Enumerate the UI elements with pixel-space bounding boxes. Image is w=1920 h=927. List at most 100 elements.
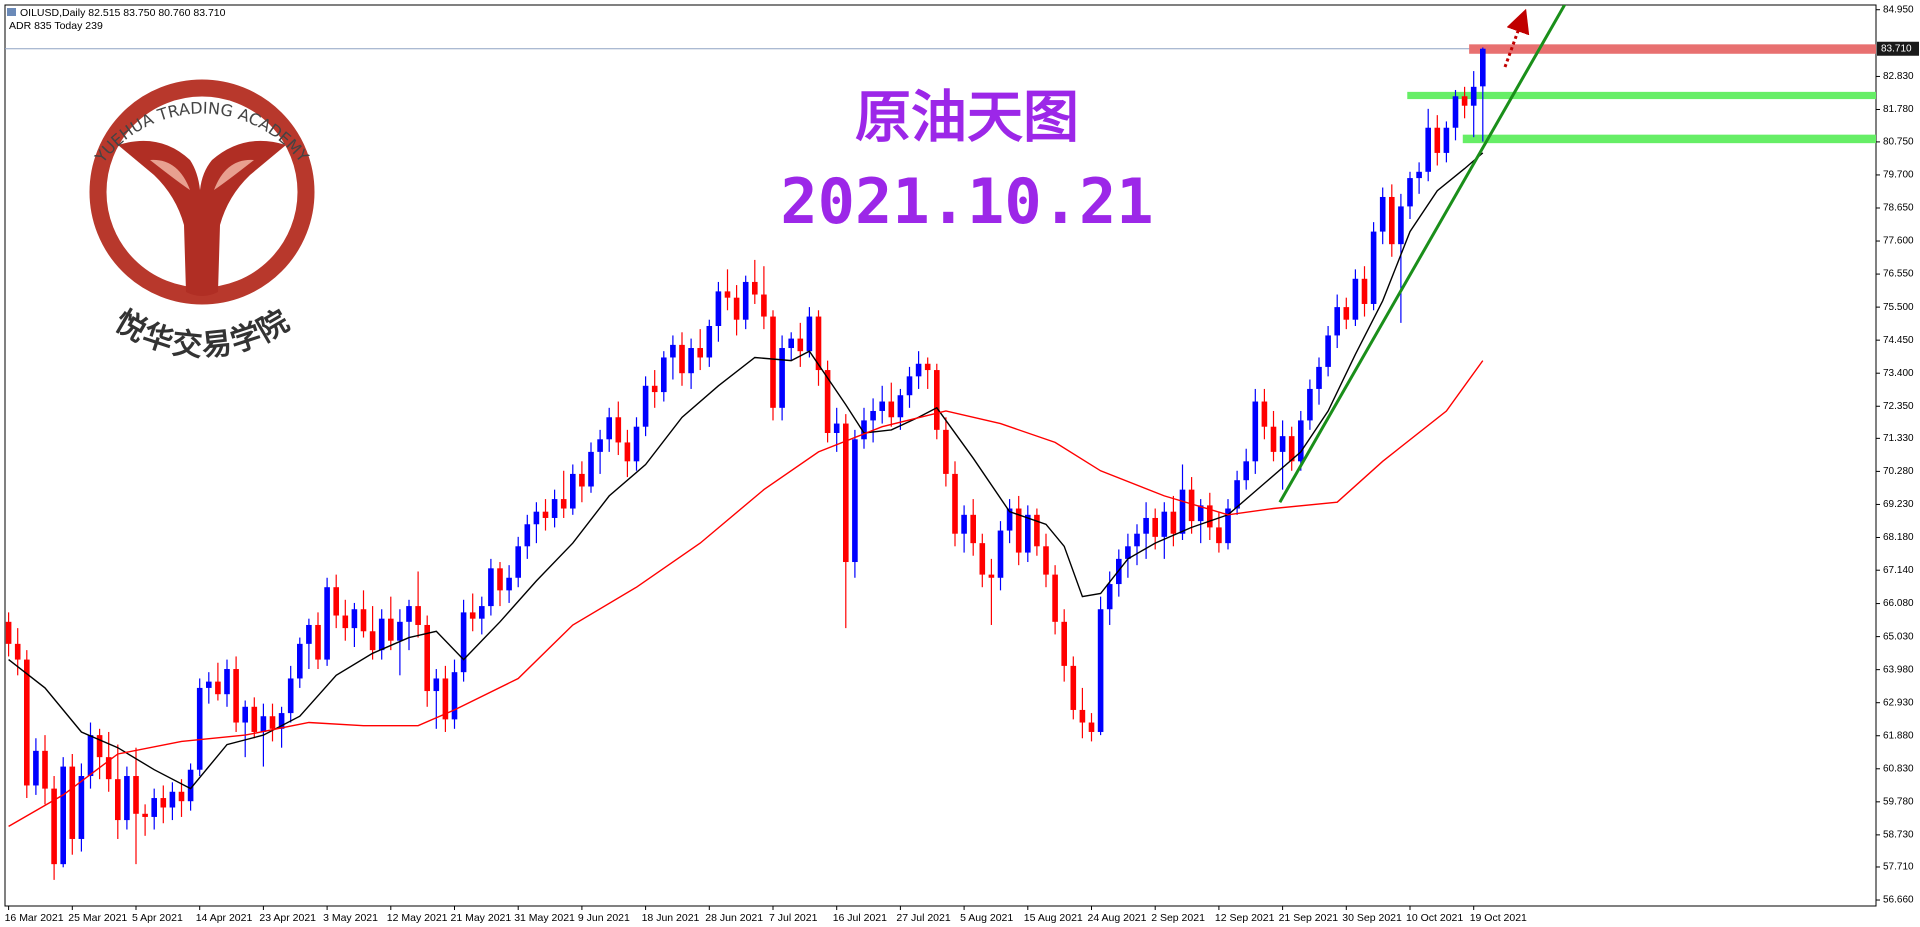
candle-body <box>1088 722 1095 732</box>
price-zone <box>1469 44 1876 54</box>
candle-body <box>706 325 713 358</box>
candle-body <box>224 669 230 695</box>
direction-arrow <box>1503 8 1530 68</box>
candle-body <box>69 766 76 839</box>
candle-body <box>815 316 822 371</box>
candle-body <box>151 798 157 817</box>
header-info: OILUSD,Daily 82.515 83.750 80.760 83.710 <box>20 7 226 19</box>
candle-body <box>579 473 585 487</box>
candle-body <box>770 316 776 408</box>
x-tick-label: 27 Jul 2021 <box>896 912 950 924</box>
candle-body <box>251 706 258 732</box>
candle-body <box>133 776 139 814</box>
candle-body <box>169 791 176 808</box>
candle-body <box>415 606 421 625</box>
candle-body <box>1316 366 1322 389</box>
candle-body <box>715 291 722 326</box>
candle-body <box>33 750 39 786</box>
candle-body <box>1243 461 1249 481</box>
candle-body <box>1452 96 1459 128</box>
header-adr: ADR 835 Today 239 <box>9 20 103 32</box>
candle-body <box>315 624 321 660</box>
candle-body <box>861 420 867 440</box>
candle-body <box>1261 401 1268 427</box>
y-tick-label: 69.230 <box>1883 499 1914 510</box>
candle-body <box>551 499 558 518</box>
candle-body <box>1288 436 1295 462</box>
candle-body <box>533 511 540 525</box>
x-tick-label: 14 Apr 2021 <box>196 912 253 924</box>
chart-title: 原油天图 <box>855 85 1079 151</box>
y-tick-label: 73.400 <box>1883 368 1914 379</box>
candle-body <box>333 587 339 616</box>
candle-body <box>324 587 330 660</box>
candle-body <box>1370 231 1377 304</box>
candle-body <box>1125 546 1131 559</box>
plot-frame <box>4 4 1877 907</box>
candle-body <box>1307 388 1313 421</box>
candle-body <box>287 678 294 714</box>
candle-body <box>1379 196 1386 232</box>
candle-body <box>1361 278 1368 304</box>
price-zone <box>1462 134 1876 144</box>
candle-body <box>469 612 476 619</box>
candle-body <box>560 499 567 509</box>
candle-body <box>1343 307 1350 320</box>
candle-body <box>87 735 94 777</box>
candle-body <box>642 385 649 427</box>
candle-body <box>515 546 521 578</box>
candle-body <box>879 401 885 411</box>
candle-body <box>888 401 895 418</box>
candle-body <box>1106 584 1113 610</box>
y-tick-label: 57.710 <box>1883 862 1914 873</box>
candle-body <box>997 530 1004 578</box>
candle-body <box>870 410 876 421</box>
candle-body <box>506 577 512 591</box>
candle-body <box>1061 621 1067 666</box>
candle-body <box>779 348 785 408</box>
candle-body <box>42 750 48 789</box>
candle-body <box>961 514 967 534</box>
y-tick-label: 65.030 <box>1883 631 1914 642</box>
candle-body <box>269 716 276 729</box>
candle-body <box>442 678 449 720</box>
candle-body <box>943 429 949 474</box>
candle-body <box>970 514 976 544</box>
candle-body <box>96 735 103 758</box>
candle-body <box>1298 420 1304 462</box>
candle-body <box>105 757 112 780</box>
x-tick-label: 5 Aug 2021 <box>960 912 1013 924</box>
x-tick-label: 16 Mar 2021 <box>5 912 64 924</box>
y-tick-label: 68.180 <box>1883 532 1914 543</box>
candle-body <box>24 659 30 786</box>
candle-body <box>397 621 403 641</box>
candle-body <box>115 779 121 821</box>
x-tick-label: 10 Oct 2021 <box>1406 912 1463 924</box>
candle-body <box>1152 517 1158 537</box>
candle-body <box>1234 480 1240 509</box>
candle-body <box>843 423 849 563</box>
candle-body <box>1134 533 1140 547</box>
candle-body <box>797 338 804 352</box>
candle-body <box>906 376 913 396</box>
candle-body <box>897 395 904 418</box>
candle-body <box>215 681 221 695</box>
x-tick-label: 16 Jul 2021 <box>833 912 887 924</box>
candle-body <box>1188 489 1195 522</box>
candle-body <box>14 643 21 660</box>
candle-body <box>934 370 940 430</box>
candle-body <box>1270 426 1277 452</box>
candle-body <box>1043 546 1049 575</box>
candle-body <box>1097 609 1104 732</box>
y-tick-label: 76.550 <box>1883 269 1914 280</box>
candle-body <box>488 568 494 607</box>
candle-body <box>624 442 631 462</box>
y-tick-label: 78.650 <box>1883 203 1914 214</box>
header-icon <box>7 8 16 16</box>
y-tick-label: 82.830 <box>1883 71 1914 82</box>
candle-body <box>824 370 831 433</box>
y-tick-label: 62.930 <box>1883 697 1914 708</box>
chart-subtitle: 2021.10.21 <box>780 165 1153 238</box>
